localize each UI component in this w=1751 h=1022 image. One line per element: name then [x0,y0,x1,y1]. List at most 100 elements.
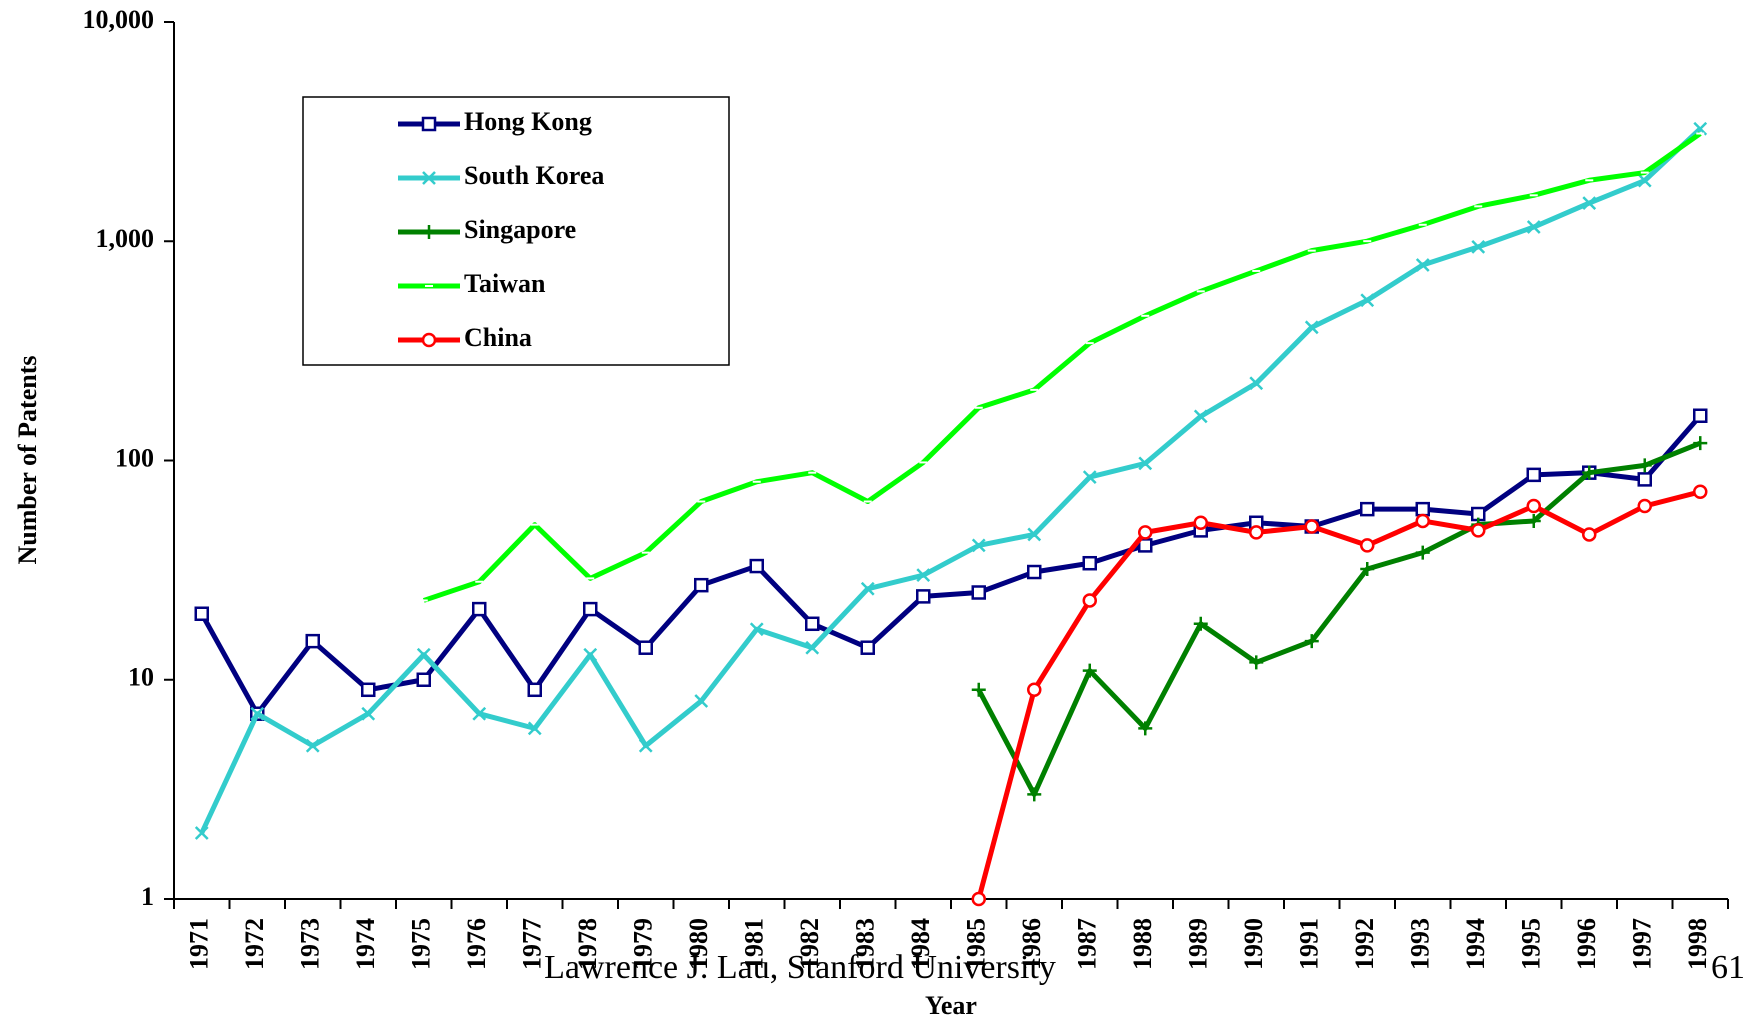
marker [1360,293,1375,308]
marker [305,738,320,753]
x-tick-label: 1986 [1017,918,1046,970]
x-tick-label: 1971 [185,918,214,970]
x-tick-label: 1989 [1184,918,1213,970]
marker [638,738,653,753]
y-tick-label: 1 [141,882,154,911]
marker [749,622,764,637]
marker [1526,513,1541,528]
x-tick-label: 1998 [1683,918,1712,970]
x-tick-label: 1975 [407,918,436,970]
marker [527,721,542,736]
marker [583,601,598,617]
y-tick-label: 10 [128,663,154,692]
marker [1471,239,1486,254]
x-tick-label: 1987 [1073,918,1102,970]
marker [361,682,376,698]
marker [527,682,542,698]
marker [472,706,487,721]
marker [1693,436,1708,451]
x-tick-label: 1972 [240,918,269,970]
marker [361,706,376,721]
page-number: 61 [1711,949,1745,986]
footer: Lawrence J. Lau, Stanford University [544,949,1056,986]
marker [1637,498,1652,514]
x-tick-label: 1977 [518,918,547,970]
marker [1249,376,1264,391]
marker [421,116,437,132]
legend: Hong Kong South Korea Singapore Taiwan China [302,96,730,366]
marker [1082,593,1097,608]
marker [694,694,709,708]
y-tick-label: 1,000 [96,224,155,253]
marker [1693,408,1708,423]
marker [1693,484,1708,500]
marker [694,577,709,593]
marker [1027,682,1042,698]
legend-label: Singapore [464,215,576,244]
marker [1082,663,1097,678]
y-tick-label: 100 [115,443,154,472]
y-axis-label: Number of Patents [13,356,42,565]
marker [416,647,431,662]
marker [305,633,320,649]
marker [194,826,209,840]
y-tick-label: 10,000 [83,5,155,34]
x-tick-label: 1993 [1406,918,1435,970]
x-tick-label: 1979 [629,918,658,970]
marker [916,568,931,583]
marker [1082,470,1097,484]
marker [916,589,931,604]
marker [1193,616,1208,631]
x-tick-label: 1990 [1239,918,1268,970]
marker [805,640,820,655]
legend-label: Taiwan [464,269,546,298]
marker [422,225,436,239]
marker [250,706,265,721]
x-tick-label: 1992 [1350,918,1379,970]
marker [1193,515,1208,531]
marker [1138,456,1153,471]
legend-label: South Korea [464,161,604,190]
marker [1582,527,1597,542]
x-tick-label: 1994 [1461,918,1490,970]
x-tick-label: 1978 [573,918,602,970]
marker [860,640,875,655]
marker [971,585,986,600]
marker [1304,519,1319,534]
x-tick-label: 1973 [296,918,325,970]
legend-box [302,96,730,366]
marker [1415,258,1430,272]
marker [1637,472,1652,487]
marker [1415,545,1430,560]
marker [1138,721,1153,736]
legend-label: Hong Kong [464,107,592,136]
marker [860,581,875,596]
marker [1249,655,1264,670]
x-tick-label: 1983 [851,918,880,970]
marker [1027,564,1042,580]
marker [1304,634,1319,649]
marker [422,171,436,185]
x-tick-label: 1981 [740,918,769,970]
x-tick-label: 1988 [1128,918,1157,970]
marker [1027,527,1042,542]
x-tick-label: 1984 [906,918,935,970]
marker [1360,501,1375,517]
x-tick-label: 1980 [684,918,713,970]
marker [1415,513,1430,529]
marker [1526,498,1541,514]
series-line [976,489,1701,900]
series-line [199,126,1702,835]
x-tick-label: 1974 [351,918,380,970]
marker [1637,458,1652,473]
marker [1582,465,1597,480]
marker [1582,196,1597,210]
marker [1249,525,1264,540]
marker [1360,561,1375,576]
marker [421,332,437,348]
x-tick-label: 1995 [1517,918,1546,970]
series-line [422,131,1702,603]
marker [1304,320,1319,335]
